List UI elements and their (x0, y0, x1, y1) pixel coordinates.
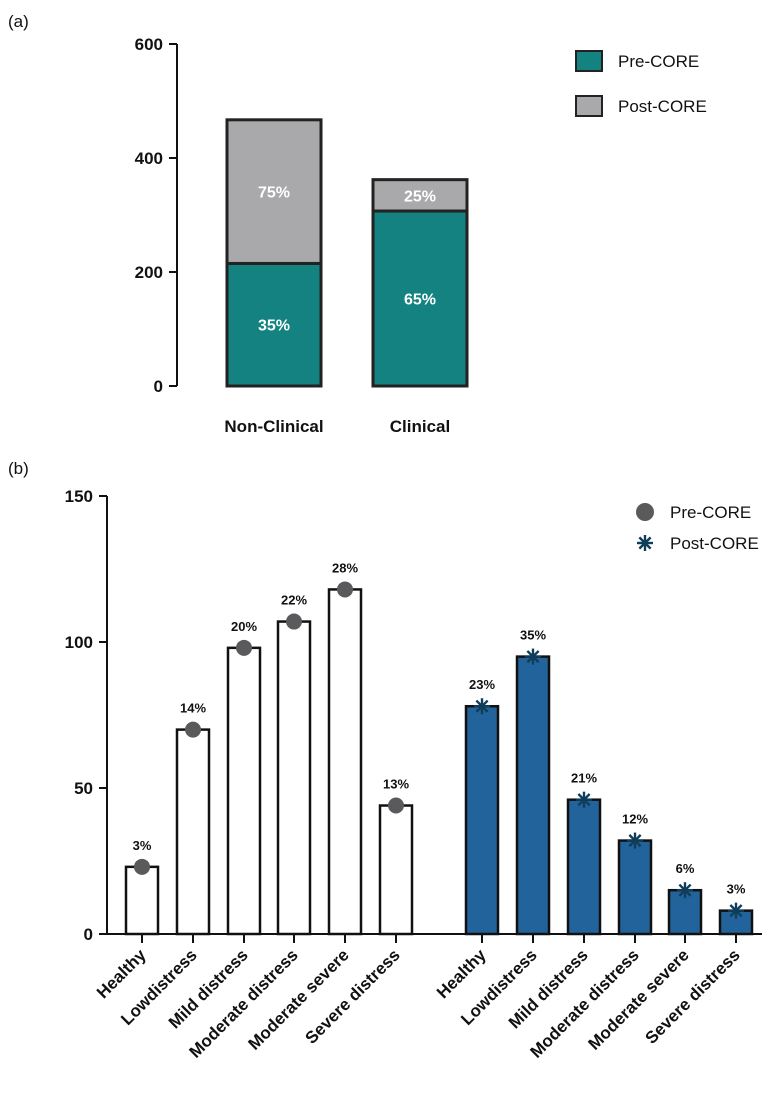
y-tick-label: 100 (65, 633, 93, 652)
bar-post-core (225, 118, 323, 265)
marker-post-core (474, 698, 490, 715)
star-stroke (638, 536, 652, 550)
data-label: 23% (469, 677, 495, 692)
panel-b-label: (b) (8, 459, 29, 478)
data-label: 35% (520, 628, 546, 643)
marker-pre-core (134, 858, 150, 875)
legend-label-post-core: Post-CORE (670, 534, 759, 553)
marker-pre-core (337, 581, 353, 598)
data-label: 65% (404, 292, 436, 309)
data-label: 3% (133, 838, 152, 853)
y-tick-label: 200 (135, 263, 163, 282)
bar-post-core (617, 839, 653, 936)
marker-pre-core (236, 639, 252, 656)
panel-a-legend: Pre-CORE Post-CORE (575, 50, 707, 117)
bar-post-core (515, 655, 551, 936)
y-tick-label: 600 (135, 35, 163, 54)
y-tick-label: 0 (154, 377, 163, 396)
panel-b-chart: 0501001503%Healthy14%Lowdistress20%Mild … (65, 487, 762, 1062)
y-tick-label: 150 (65, 487, 93, 506)
data-label: 75% (258, 185, 290, 202)
legend-label-pre-core: Pre-CORE (670, 503, 751, 522)
marker-post-core (576, 791, 592, 808)
bar-pre-core (378, 804, 414, 936)
bar-pre-core (225, 261, 323, 388)
legend-label-pre-core: Pre-CORE (618, 52, 699, 71)
legend-swatch-pre-core (575, 50, 603, 72)
data-label: 12% (622, 812, 648, 827)
x-category-label: Severe distress (302, 945, 404, 1047)
panel-a-chart: 0 200 400 600 35% 75% Non-Clinical 65% 25% Clinic… (135, 35, 469, 436)
y-tick-label: 0 (84, 925, 93, 944)
marker-post-core (525, 648, 541, 665)
y-tick-label: 400 (135, 149, 163, 168)
legend-marker-post-core (637, 535, 653, 551)
bar-pre-core (226, 646, 262, 936)
legend-marker-pre-core (636, 503, 654, 521)
data-label: 25% (404, 188, 436, 205)
data-label: 3% (727, 882, 746, 897)
bar-pre-core (175, 728, 211, 936)
data-label: 13% (383, 777, 409, 792)
star-stroke (628, 834, 642, 848)
marker-pre-core (388, 797, 404, 814)
data-label: 14% (180, 701, 206, 716)
bar-pre-core (124, 865, 160, 936)
data-label: 28% (332, 560, 358, 575)
star-stroke (577, 793, 591, 807)
data-label: 20% (231, 619, 257, 634)
data-label: 6% (676, 861, 695, 876)
marker-pre-core (185, 721, 201, 738)
star-stroke (526, 650, 540, 664)
x-category-label: Severe distress (642, 945, 744, 1047)
bar-post-core (566, 798, 602, 936)
marker-pre-core (286, 613, 302, 630)
data-label: 21% (571, 771, 597, 786)
x-category-label: Clinical (390, 417, 450, 436)
data-label: 22% (281, 593, 307, 608)
y-tick-label: 50 (74, 779, 93, 798)
panel-b-legend: Pre-CORE Post-CORE (636, 503, 759, 553)
legend-label-post-core: Post-CORE (618, 97, 707, 116)
panel-a-label: (a) (8, 12, 29, 31)
marker-post-core (627, 832, 643, 849)
star-stroke (475, 699, 489, 713)
bar-pre-core (276, 620, 312, 936)
x-category-label: Non-Clinical (224, 417, 323, 436)
bar-post-core (371, 178, 469, 213)
marker-post-core (728, 902, 744, 919)
bar-post-core (464, 704, 500, 936)
marker-post-core (677, 882, 693, 899)
star-stroke (678, 883, 692, 897)
bar-pre-core (327, 588, 363, 936)
legend-swatch-post-core (575, 95, 603, 117)
star-stroke (729, 904, 743, 918)
data-label: 35% (258, 318, 290, 335)
